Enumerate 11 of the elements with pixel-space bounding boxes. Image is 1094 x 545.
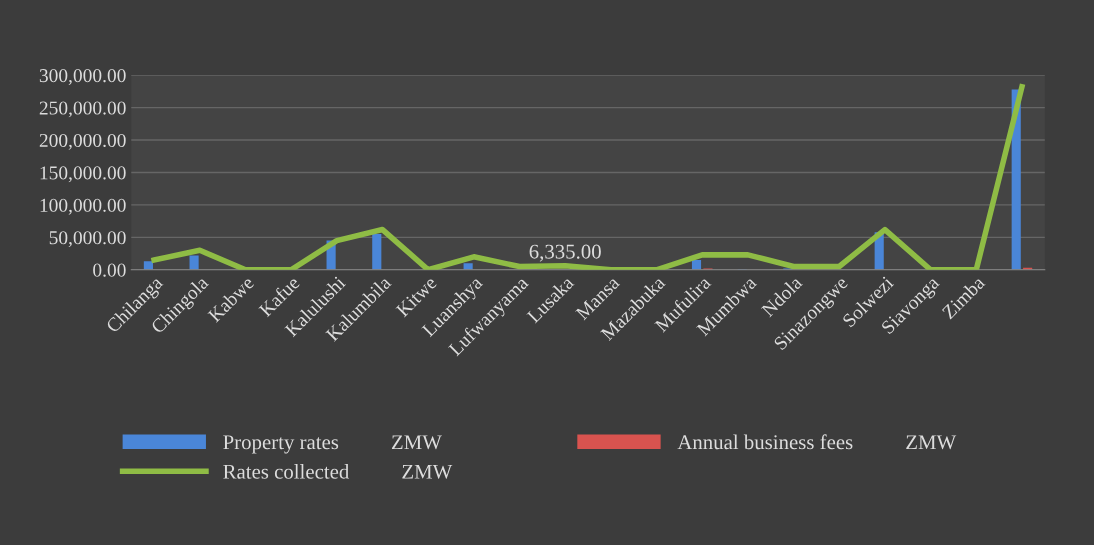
data-label: 6,335.00 [529, 244, 601, 262]
y-tick-label: 0.00 [93, 263, 126, 277]
y-tick-label: 100,000.00 [40, 198, 126, 215]
legend-label: Rates collected ZMW [223, 464, 453, 479]
legend-label: Property rates ZMW [223, 435, 442, 454]
y-tick-label: 50,000.00 [49, 231, 126, 248]
y-tick-label: 250,000.00 [39, 101, 126, 118]
y-tick-label: 300,000.00 [39, 69, 126, 85]
y-tick-label: 150,000.00 [40, 166, 126, 183]
y-tick-label: 200,000.00 [39, 133, 126, 150]
legend-label: Annual business fees ZMW [677, 434, 957, 450]
